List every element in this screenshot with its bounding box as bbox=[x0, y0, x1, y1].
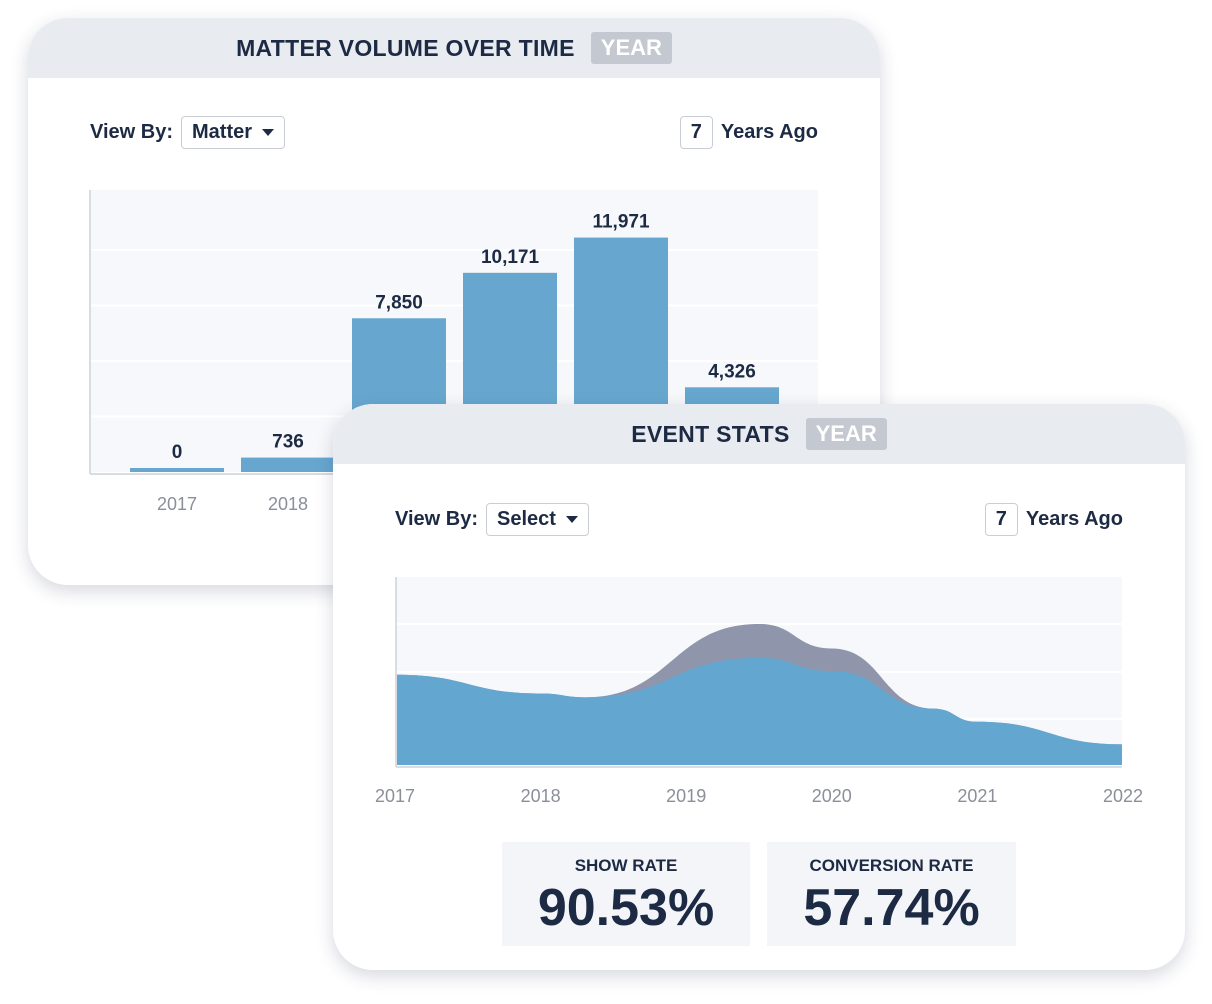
years-ago-row: 7 Years Ago bbox=[679, 116, 818, 149]
x-tick-label: 2018 bbox=[521, 786, 561, 806]
bar-2017 bbox=[130, 468, 224, 472]
view-by-dropdown[interactable]: Matter bbox=[181, 116, 286, 149]
card-title: EVENT STATS bbox=[631, 420, 790, 447]
data-label: 4,326 bbox=[708, 361, 756, 382]
event-stats-card: EVENT STATS YEAR View By: Select 7 Years… bbox=[333, 404, 1185, 970]
data-label: 736 bbox=[272, 432, 304, 453]
x-tick-label: 2021 bbox=[957, 786, 997, 806]
card-title: MATTER VOLUME OVER TIME bbox=[236, 34, 575, 61]
dropdown-value: Matter bbox=[192, 121, 253, 143]
view-by-row: View By: Select bbox=[395, 503, 589, 536]
view-by-dropdown[interactable]: Select bbox=[486, 503, 589, 536]
x-tick-label: 2019 bbox=[666, 786, 706, 806]
area-series-2 bbox=[396, 657, 1122, 765]
stat-value: 90.53% bbox=[537, 879, 715, 937]
stat-value: 57.74% bbox=[803, 879, 980, 937]
data-label: 7,850 bbox=[375, 292, 423, 313]
x-tick-label: 2017 bbox=[375, 786, 415, 806]
bar-2018 bbox=[241, 457, 335, 472]
x-tick-label: 2018 bbox=[268, 494, 308, 514]
view-by-label: View By: bbox=[395, 508, 478, 530]
view-by-label: View By: bbox=[90, 121, 173, 143]
caret-down-icon bbox=[262, 129, 275, 136]
x-tick-label: 2022 bbox=[1103, 786, 1143, 806]
data-label: 10,171 bbox=[481, 247, 540, 268]
period-badge[interactable]: YEAR bbox=[805, 418, 887, 450]
caret-down-icon bbox=[565, 516, 578, 523]
years-input[interactable]: 7 bbox=[984, 503, 1018, 536]
card-header: MATTER VOLUME OVER TIME YEAR bbox=[28, 18, 880, 78]
data-label: 0 bbox=[172, 442, 183, 463]
area-chart: 2017 2018 2019 2020 2021 2022 bbox=[375, 577, 1143, 806]
data-label: 11,971 bbox=[592, 212, 649, 233]
x-tick-label: 2017 bbox=[157, 494, 197, 514]
stat-label: SHOW RATE bbox=[574, 856, 678, 875]
show-rate-stat: SHOW RATE 90.53% bbox=[502, 842, 750, 946]
view-by-row: View By: Matter bbox=[90, 116, 286, 149]
period-badge[interactable]: YEAR bbox=[590, 32, 672, 64]
card-header: EVENT STATS YEAR bbox=[333, 404, 1185, 464]
dropdown-value: Select bbox=[497, 508, 556, 530]
conversion-rate-stat: CONVERSION RATE 57.74% bbox=[767, 842, 1016, 946]
years-label: Years Ago bbox=[720, 121, 818, 143]
stat-label: CONVERSION RATE bbox=[809, 856, 974, 875]
years-label: Years Ago bbox=[1025, 508, 1123, 530]
years-ago-row: 7 Years Ago bbox=[984, 503, 1123, 536]
years-input[interactable]: 7 bbox=[679, 116, 713, 149]
x-tick-label: 2020 bbox=[812, 786, 852, 806]
